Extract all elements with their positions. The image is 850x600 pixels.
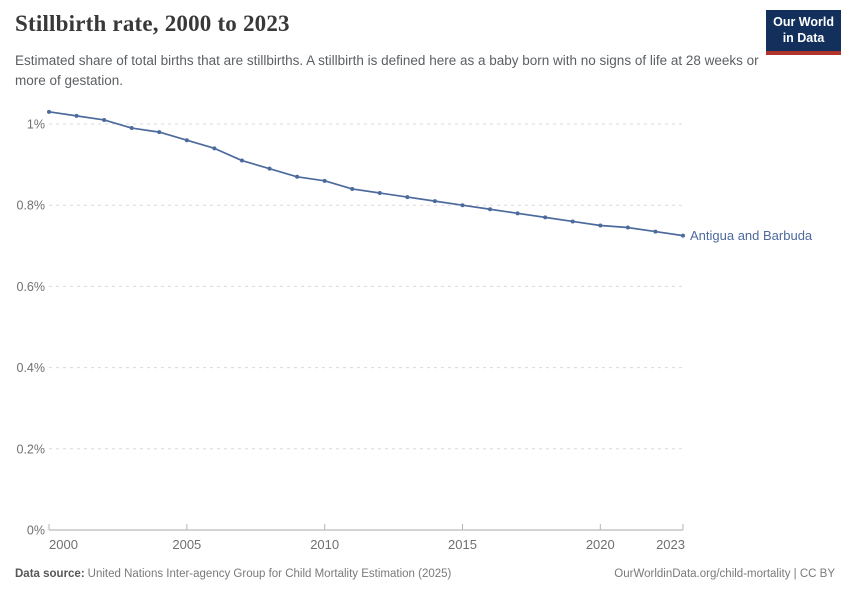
logo-text-line1: Our World <box>773 15 834 29</box>
chart-area[interactable]: 0% 0.2% 0.4% 0.6% 0.8% 1% 2000 2005 2010 2015 2020… <box>0 90 850 555</box>
data-point[interactable] <box>598 223 603 228</box>
x-axis-tick-label: 2000 <box>49 537 78 552</box>
data-point[interactable] <box>405 195 410 200</box>
data-point[interactable] <box>267 166 272 171</box>
data-point[interactable] <box>74 113 79 118</box>
x-axis-tick-label: 2020 <box>586 537 615 552</box>
y-axis-tick-label: 1% <box>27 118 45 132</box>
data-point[interactable] <box>295 174 300 179</box>
data-point[interactable] <box>157 130 162 135</box>
data-point[interactable] <box>432 199 437 204</box>
data-point[interactable] <box>488 207 493 212</box>
trend-line[interactable] <box>48 110 684 237</box>
data-source: Data source: United Nations Inter-agency … <box>15 566 451 582</box>
y-axis-tick-label: 0.6% <box>17 280 46 294</box>
data-point[interactable] <box>460 203 465 208</box>
data-point[interactable] <box>184 138 189 143</box>
data-point[interactable] <box>212 146 217 151</box>
chart-subtitle: Estimated share of total births that are… <box>15 53 759 89</box>
x-axis-tick-label: 2005 <box>172 537 201 552</box>
series-end-label[interactable]: Antigua and Barbuda <box>690 228 813 243</box>
y-axis-tick-label: 0.8% <box>17 199 46 213</box>
x-axis-tick-label: 2023 <box>656 537 685 552</box>
data-point[interactable] <box>625 225 630 230</box>
y-axis-tick-label: 0% <box>27 524 45 538</box>
data-point[interactable] <box>653 229 658 234</box>
x-axis-tick-label: 2015 <box>448 537 477 552</box>
footer-link[interactable]: OurWorldinData.org/child-mortality | CC … <box>614 568 835 580</box>
chart-footer: Data source: United Nations Inter-agency … <box>15 566 835 582</box>
data-point[interactable] <box>570 219 575 224</box>
x-axis-tick-label: 2010 <box>310 537 339 552</box>
data-point[interactable] <box>515 211 520 216</box>
data-source-text: United Nations Inter-agency Group for Ch… <box>87 568 452 580</box>
y-axis-tick-label: 0.4% <box>17 361 46 375</box>
y-axis-tick-label: 0.2% <box>17 442 46 456</box>
owid-logo[interactable]: Our World in Data <box>766 10 841 55</box>
data-point[interactable] <box>129 126 134 131</box>
chart-title: Stillbirth rate, 2000 to 2023 <box>15 11 290 36</box>
data-point[interactable] <box>543 215 548 220</box>
data-point[interactable] <box>322 178 327 183</box>
data-point[interactable] <box>239 158 244 163</box>
logo-text-line2: in Data <box>782 31 825 46</box>
data-point[interactable] <box>350 186 355 191</box>
data-point[interactable] <box>102 117 107 122</box>
data-point[interactable] <box>681 233 685 238</box>
data-point[interactable] <box>377 191 382 196</box>
data-point[interactable] <box>47 109 51 114</box>
data-source-label: Data source: <box>15 568 85 580</box>
